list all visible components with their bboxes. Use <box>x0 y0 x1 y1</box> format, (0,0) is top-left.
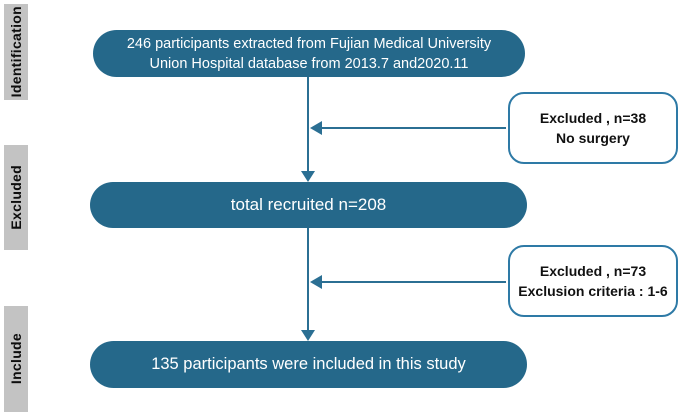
arrow-callout38-to-flow <box>310 121 506 135</box>
arrow-recruited-to-included <box>301 228 315 341</box>
node-source-line1: 246 participants extracted from Fujian M… <box>126 35 492 52</box>
callout-excluded-73: Excluded , n=73 Exclusion criteria : 1-6 <box>508 245 678 317</box>
callout-excluded-38-line1: Excluded , n=38 <box>539 110 647 126</box>
stage-label-identification-text: Identification <box>8 6 24 98</box>
stage-label-include: Include <box>4 306 28 412</box>
stage-label-excluded-text: Excluded <box>8 165 24 230</box>
node-recruited: total recruited n=208 <box>90 182 527 228</box>
callout-excluded-38-line2: No surgery <box>556 130 630 146</box>
arrowhead-left-icon <box>310 121 322 135</box>
stage-label-excluded: Excluded <box>4 145 28 250</box>
node-included: 135 participants were included in this s… <box>90 341 527 388</box>
callout-excluded-73-line1: Excluded , n=73 <box>539 263 647 279</box>
node-included-text: 135 participants were included in this s… <box>151 355 466 373</box>
stage-label-include-text: Include <box>8 333 24 385</box>
callout-excluded-73-line2: Exclusion criteria : 1-6 <box>518 283 668 299</box>
node-source: 246 participants extracted from Fujian M… <box>93 30 525 77</box>
arrowhead-left-icon <box>310 275 322 289</box>
stage-label-identification: Identification <box>4 4 28 100</box>
arrow-source-to-recruited <box>301 77 315 182</box>
arrow-callout73-to-flow <box>310 275 506 289</box>
arrowhead-down-icon <box>301 330 315 341</box>
node-recruited-text: total recruited n=208 <box>230 195 387 214</box>
arrowhead-down-icon <box>301 171 315 182</box>
callout-excluded-38: Excluded , n=38 No surgery <box>508 92 678 164</box>
node-source-line2: Union Hospital database from 2013.7 and2… <box>149 55 469 72</box>
